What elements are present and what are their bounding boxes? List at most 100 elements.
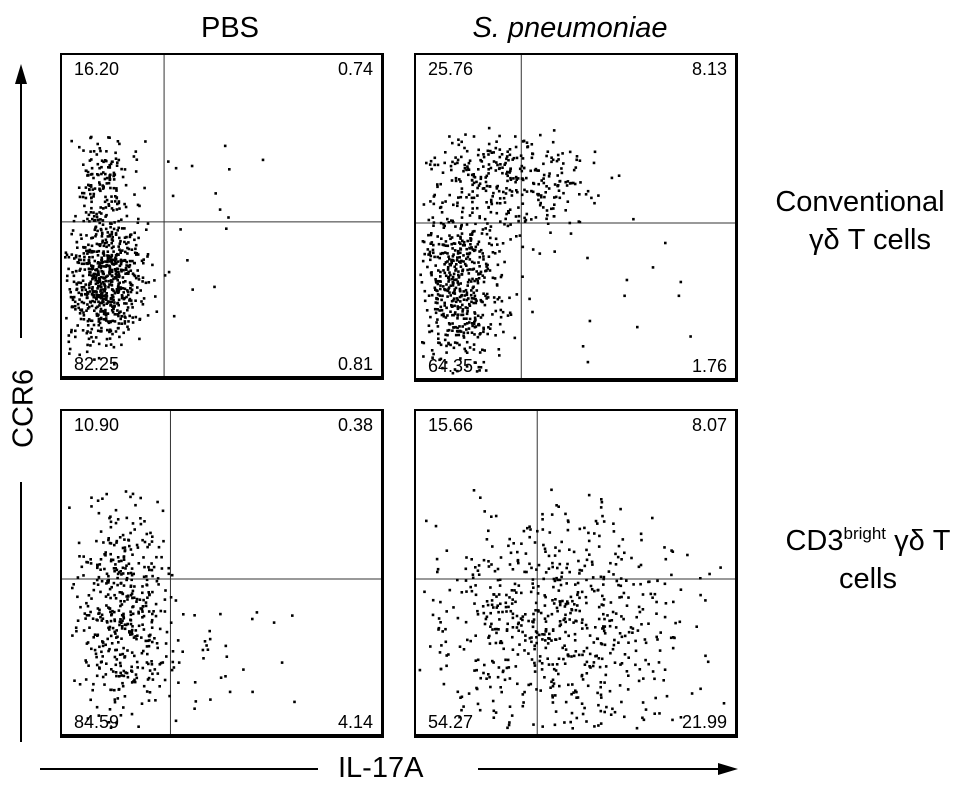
event-dot: [466, 239, 469, 243]
event-dot: [121, 259, 124, 263]
event-dot: [145, 661, 149, 664]
event-dot: [532, 612, 535, 616]
event-dot: [136, 286, 139, 289]
event-dot: [82, 219, 85, 223]
event-dot: [94, 233, 98, 236]
event-dot: [102, 244, 106, 248]
event-dot: [432, 224, 435, 227]
event-dot: [106, 254, 109, 257]
event-dot: [485, 184, 489, 188]
event-dot: [525, 176, 528, 180]
event-dot: [437, 337, 440, 340]
event-dot: [524, 218, 528, 222]
event-dot: [101, 239, 104, 243]
event-dot: [584, 595, 588, 599]
event-dot: [452, 606, 455, 609]
event-dot: [564, 620, 567, 624]
event-dot: [538, 655, 542, 658]
event-dot: [599, 575, 603, 579]
event-dot: [468, 302, 471, 306]
event-dot: [462, 298, 466, 301]
event-dot: [551, 696, 554, 699]
event-dot: [506, 174, 509, 178]
event-dot: [97, 356, 101, 360]
event-dot: [548, 531, 552, 534]
event-dot: [551, 565, 554, 569]
event-dot: [508, 311, 512, 315]
event-dot: [108, 272, 112, 276]
event-dot: [117, 200, 121, 203]
event-dot: [515, 614, 519, 618]
event-dot: [461, 268, 465, 271]
event-dot: [109, 343, 113, 346]
event-dot: [465, 328, 468, 331]
row-label-conventional-line1: Conventional: [775, 186, 945, 218]
event-dot: [450, 242, 453, 246]
event-dot: [429, 645, 432, 648]
event-dot: [115, 541, 118, 544]
event-dot: [125, 578, 128, 581]
event-dot: [449, 284, 453, 287]
event-dot: [123, 549, 127, 553]
event-dot: [654, 696, 657, 700]
event-dot: [109, 619, 113, 623]
event-dot: [470, 300, 473, 304]
event-dot: [154, 614, 158, 618]
event-dot: [536, 529, 539, 533]
event-dot: [466, 268, 469, 272]
event-dot: [99, 558, 103, 561]
event-dot: [447, 328, 451, 332]
event-dot: [540, 662, 544, 665]
event-dot: [572, 691, 575, 694]
event-dot: [502, 669, 505, 673]
event-dot: [460, 273, 464, 276]
event-dot: [224, 644, 228, 648]
event-dot: [115, 290, 119, 293]
event-dot: [664, 241, 667, 245]
event-dot: [78, 298, 81, 301]
event-dot: [97, 273, 100, 276]
event-dot: [521, 202, 525, 205]
event-dot: [97, 323, 101, 327]
event-dot: [135, 676, 139, 680]
event-dot: [104, 595, 108, 598]
event-dot: [447, 275, 451, 279]
event-dot: [112, 186, 116, 190]
event-dot: [124, 205, 128, 209]
event-dot: [75, 269, 78, 273]
event-dot: [445, 654, 448, 657]
event-dot: [439, 600, 442, 604]
event-dot: [466, 255, 470, 259]
event-dot: [104, 308, 107, 312]
event-dot: [112, 227, 116, 231]
event-dot: [466, 165, 469, 168]
event-dot: [159, 609, 163, 613]
event-dot: [549, 231, 552, 234]
event-dot: [511, 158, 514, 161]
event-dot: [446, 329, 449, 332]
event-dot: [487, 636, 490, 639]
event-dot: [120, 559, 123, 563]
event-dot: [99, 243, 102, 246]
event-dot: [570, 181, 573, 185]
event-dot: [476, 658, 480, 662]
event-dot: [487, 242, 491, 245]
event-dot: [451, 258, 454, 262]
event-dot: [116, 313, 120, 316]
event-dot: [461, 325, 464, 328]
event-dot: [610, 619, 614, 622]
event-dot: [168, 694, 171, 698]
event-dot: [569, 232, 573, 235]
event-dot: [585, 601, 588, 605]
event-dot: [422, 341, 426, 345]
event-dot: [531, 620, 534, 623]
event-dot: [458, 178, 461, 181]
event-dot: [141, 280, 144, 283]
event-dot: [472, 291, 476, 295]
event-dot: [496, 163, 499, 167]
event-dot: [512, 542, 515, 545]
event-dot: [495, 161, 498, 164]
event-dot: [509, 167, 512, 171]
event-dot: [514, 145, 518, 149]
event-dot: [120, 674, 124, 677]
